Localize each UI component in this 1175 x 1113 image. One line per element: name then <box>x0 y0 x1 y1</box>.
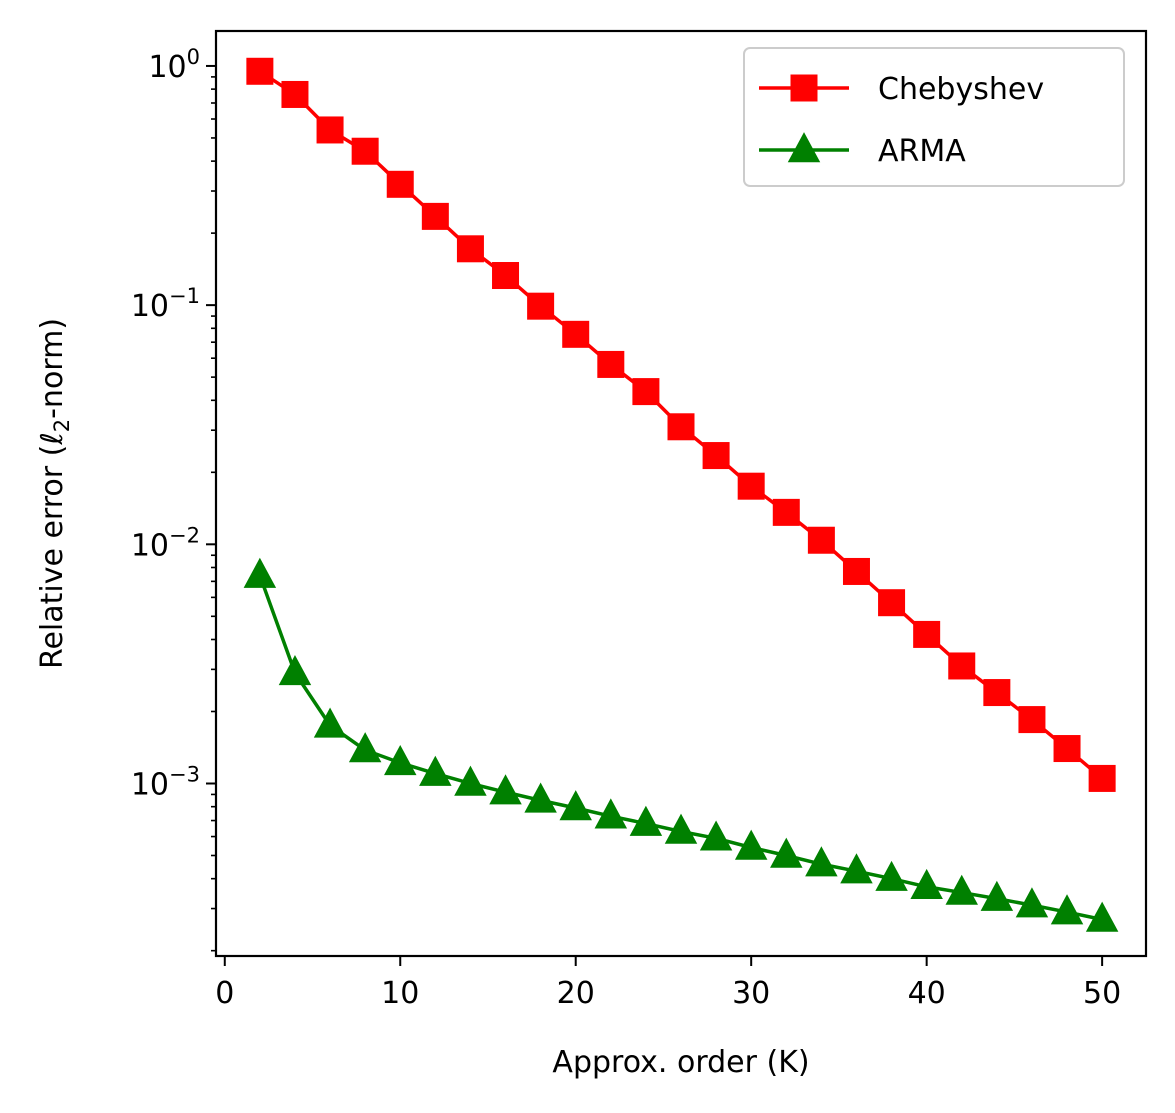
y-tick-label: 100 <box>148 45 200 85</box>
data-point-arma <box>313 707 347 738</box>
x-axis-label: Approx. order (K) <box>552 1045 809 1080</box>
legend-marker-chebyshev <box>790 74 818 102</box>
data-point-arma <box>734 829 768 860</box>
data-point-chebyshev <box>1018 706 1046 734</box>
axes-layer: 0 10 20 30 40 50 100 10−1 10−2 10−3 Approx. order … <box>35 45 1121 1080</box>
data-point-chebyshev <box>386 170 414 198</box>
data-point-chebyshev <box>492 262 520 290</box>
data-point-arma <box>875 860 908 891</box>
data-point-chebyshev <box>632 378 660 406</box>
x-tick-label: 10 <box>381 976 419 1011</box>
data-point-chebyshev <box>702 442 730 470</box>
x-tick-label: 40 <box>908 976 946 1011</box>
data-point-chebyshev <box>246 57 274 85</box>
data-point-arma <box>1015 887 1049 918</box>
data-point-arma <box>384 744 417 776</box>
y-axis-label: Relative error (ℓ2-norm) <box>35 318 74 669</box>
data-point-arma <box>419 755 452 786</box>
data-point-arma <box>910 868 943 900</box>
x-tick-label: 50 <box>1083 976 1121 1011</box>
plot-frame <box>214 29 1148 958</box>
data-point-chebyshev <box>913 620 941 648</box>
data-point-arma <box>454 765 487 796</box>
data-point-chebyshev <box>351 137 379 165</box>
data-point-chebyshev <box>421 202 449 230</box>
data-point-arma <box>664 813 698 844</box>
data-point-arma <box>629 805 663 836</box>
data-point-chebyshev <box>456 235 484 263</box>
data-point-arma <box>594 798 628 829</box>
data-point-arma <box>840 853 873 884</box>
data-point-arma <box>945 874 978 905</box>
data-point-chebyshev <box>878 589 906 617</box>
data-point-chebyshev <box>562 320 590 348</box>
data-point-chebyshev <box>667 413 695 441</box>
y-tick-label: 10−3 <box>131 762 200 802</box>
data-point-arma <box>980 880 1014 911</box>
data-point-chebyshev <box>983 679 1011 707</box>
data-point-chebyshev <box>772 498 800 526</box>
x-tick-label: 0 <box>215 976 234 1011</box>
data-point-chebyshev <box>527 292 555 320</box>
legend: Chebyshev ARMA <box>743 47 1125 187</box>
data-point-chebyshev <box>842 557 870 585</box>
data-point-arma <box>699 820 733 851</box>
legend-label-arma: ARMA <box>878 134 966 169</box>
data-point-arma <box>348 732 382 763</box>
data-point-chebyshev <box>1088 764 1116 792</box>
data-point-chebyshev <box>597 350 625 378</box>
y-tick-label: 10−1 <box>131 284 200 324</box>
x-tick-label: 20 <box>557 976 595 1011</box>
data-point-chebyshev <box>281 80 309 108</box>
data-point-arma <box>770 837 803 868</box>
data-point-chebyshev <box>807 526 835 554</box>
data-point-arma <box>243 557 277 588</box>
y-tick-label: 10−2 <box>131 523 200 563</box>
data-point-arma <box>559 790 592 821</box>
data-point-arma <box>1050 894 1084 925</box>
data-point-arma <box>805 846 838 877</box>
series-layer <box>243 57 1119 932</box>
data-point-arma <box>1085 901 1119 932</box>
legend-marker-arma <box>787 132 821 163</box>
data-point-arma <box>278 655 312 686</box>
data-point-arma <box>524 782 557 813</box>
data-point-chebyshev <box>948 652 976 680</box>
legend-label-chebyshev: Chebyshev <box>878 72 1044 107</box>
data-point-chebyshev <box>1053 735 1081 763</box>
data-point-chebyshev <box>316 116 344 144</box>
data-point-chebyshev <box>737 472 765 500</box>
x-tick-label: 30 <box>732 976 770 1011</box>
data-point-arma <box>489 774 522 805</box>
